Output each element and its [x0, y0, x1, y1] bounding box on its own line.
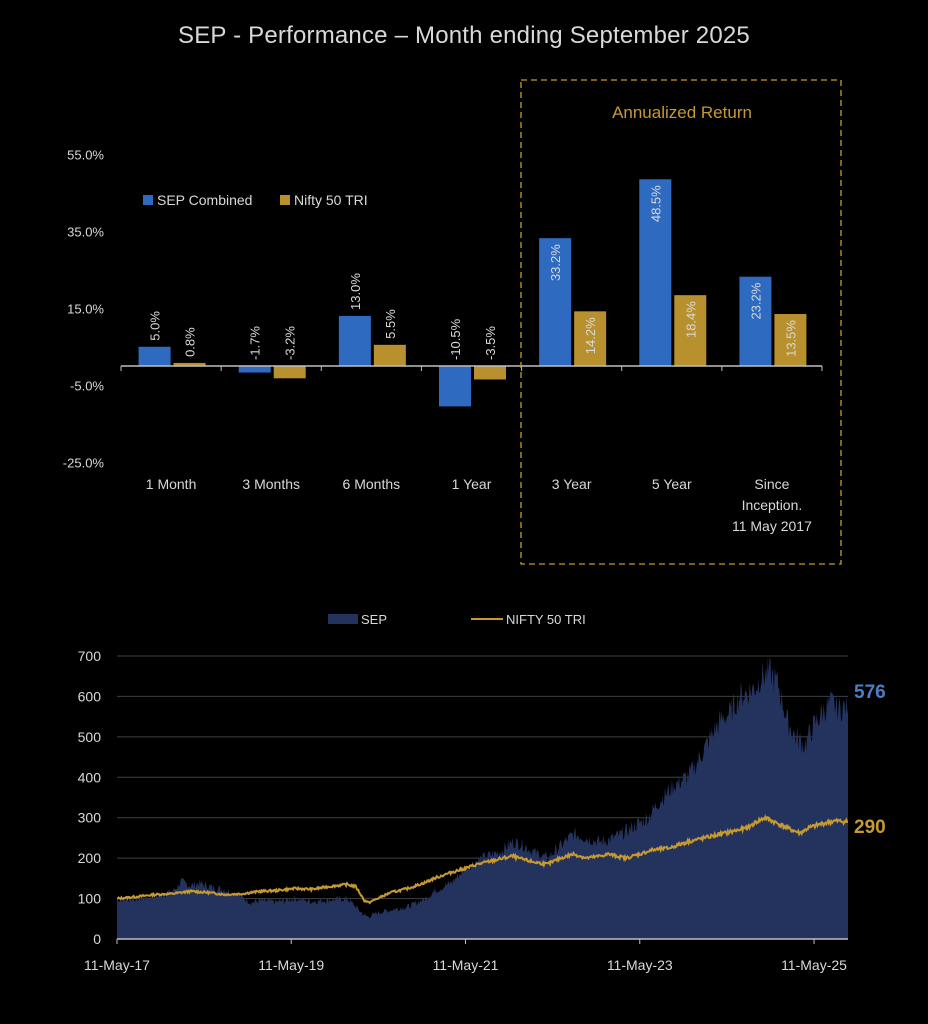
bar-sep-combined [338, 315, 371, 366]
bar-data-label: -10.5% [448, 318, 463, 360]
nifty-end-label: 290 [854, 817, 886, 838]
bar-x-category-label: Since Inception. 11 May 2017 [732, 476, 812, 534]
bar-data-label: 23.2% [748, 282, 763, 319]
bar-y-tick-label: -25.0% [63, 455, 105, 470]
nifty-line-series [116, 814, 849, 905]
bar-x-category-label: 1 Year [452, 476, 492, 492]
bar-nifty [373, 344, 406, 366]
bar-y-tick-label: -5.0% [70, 378, 104, 393]
bar-x-category-label: 6 Months [343, 476, 401, 492]
line-x-tick-label: 11-May-19 [258, 957, 324, 973]
line-y-tick-label: 400 [78, 769, 102, 785]
bar-nifty [173, 362, 206, 366]
bar-sep-combined [138, 346, 171, 366]
line-y-tick-label: 100 [78, 891, 102, 907]
line-y-tick-label: 0 [93, 931, 101, 947]
bar-nifty [774, 314, 807, 366]
bar-y-axis: 55.0% 35.0% 15.0% -5.0% -25.0% [63, 147, 105, 470]
bar-data-labels: 5.0% -1.7% 13.0% -10.5% 33.2% 48.5% 23.2% 0.8% -… [148, 185, 799, 360]
annualized-return-box [520, 79, 842, 565]
bar-series [138, 179, 807, 407]
line-legend: SEP NIFTY 50 TRI [328, 612, 586, 627]
bar-nifty [674, 295, 707, 366]
line-y-tick-label: 200 [78, 850, 102, 866]
line-y-tick-label: 700 [78, 648, 102, 664]
bar-data-label: 18.4% [683, 301, 698, 338]
bar-x-category-label: 3 Months [242, 476, 300, 492]
bar-data-label: 48.5% [648, 185, 663, 222]
annualized-return-label: Annualized Return [612, 103, 752, 122]
line-y-tick-label: 300 [78, 810, 102, 826]
bar-data-label: 33.2% [548, 244, 563, 281]
bar-sep-combined [439, 366, 471, 407]
bar-nifty [474, 366, 506, 380]
legend-label-sep-combined: SEP Combined [157, 192, 252, 208]
line-y-axis: 0 100 200 300 400 500 600 700 [78, 648, 102, 947]
sep-area-series [117, 656, 848, 939]
bar-x-category-label: 3 Year [552, 476, 592, 492]
sep-end-label: 576 [854, 682, 886, 703]
bar-data-label: 13.0% [348, 273, 363, 310]
bar-y-tick-label: 55.0% [67, 147, 104, 162]
bar-sep-combined [739, 276, 772, 366]
line-x-tick-label: 11-May-21 [433, 957, 499, 973]
bar-sep-combined [639, 179, 672, 366]
bar-x-category-label: 1 Month [146, 476, 197, 492]
legend-swatch-sep [328, 614, 358, 624]
bar-data-label: 0.8% [183, 327, 198, 357]
legend-swatch-sep-combined [143, 195, 153, 205]
legend-swatch-nifty [280, 195, 290, 205]
line-x-tick-label: 11-May-25 [781, 957, 847, 973]
legend-label-sep: SEP [361, 612, 387, 627]
bar-y-tick-label: 35.0% [67, 224, 104, 239]
bar-data-label: -1.7% [248, 326, 263, 360]
bar-data-label: -3.2% [283, 326, 298, 360]
bar-data-label: 5.0% [148, 311, 163, 341]
line-y-tick-label: 500 [78, 729, 102, 745]
bar-data-label: 13.5% [783, 320, 798, 357]
line-y-tick-label: 600 [78, 688, 102, 704]
bar-y-tick-label: 15.0% [67, 301, 104, 316]
line-x-tick-label: 11-May-23 [607, 957, 673, 973]
bar-nifty [574, 311, 607, 366]
line-x-tick-label: 11-May-17 [84, 957, 150, 973]
bar-legend: SEP Combined Nifty 50 TRI [143, 192, 368, 208]
bar-x-axis-labels: 1 Month 3 Months 6 Months 1 Year 3 Year 5 Yea… [146, 476, 812, 534]
bar-data-label: -3.5% [483, 326, 498, 360]
line-x-axis-ticks: 11-May-17 11-May-19 11-May-21 11-May-23 11-M… [84, 939, 847, 973]
performance-bar-chart: 55.0% 35.0% 15.0% -5.0% -25.0% 5.0% -1.7% 13.0… [63, 79, 842, 565]
legend-label-nifty: Nifty 50 TRI [294, 192, 368, 208]
bar-data-label: 5.5% [383, 309, 398, 339]
page-title: SEP - Performance – Month ending Septemb… [178, 22, 750, 49]
legend-label-nifty-line: NIFTY 50 TRI [506, 612, 586, 627]
bar-data-label: 14.2% [583, 317, 598, 354]
bar-nifty [273, 366, 306, 379]
bar-sep-combined [238, 366, 271, 373]
bar-sep-combined [539, 238, 572, 366]
bar-x-category-label: 5 Year [652, 476, 692, 492]
